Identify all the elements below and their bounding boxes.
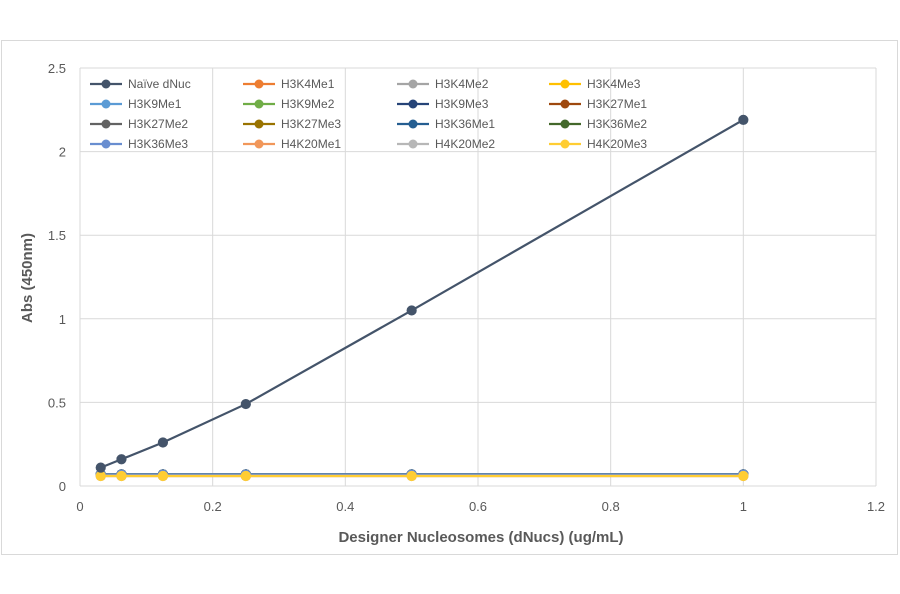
legend-swatch-marker: [408, 99, 418, 109]
legend-label: H3K4Me2: [435, 77, 489, 91]
y-tick-label: 0.5: [48, 395, 66, 410]
y-tick-label: 2.5: [48, 61, 66, 76]
legend-label: H3K4Me1: [281, 77, 335, 91]
legend-entry: H3K36Me2: [549, 117, 647, 131]
legend-label: H3K36Me2: [587, 117, 647, 131]
data-point: [738, 114, 749, 125]
chart-frame: [1, 40, 898, 555]
legend-label: H3K4Me3: [587, 77, 641, 91]
y-axis-title: Abs (450nm): [19, 233, 36, 323]
x-axis-title: Designer Nucleosomes (dNucs) (ug/mL): [338, 529, 623, 546]
data-point: [406, 470, 417, 482]
legend-entry: H3K9Me2: [243, 97, 335, 111]
legend-swatch-marker: [254, 119, 264, 129]
x-tick-label: 0.2: [204, 499, 222, 514]
legend-entry: H3K4Me3: [549, 77, 641, 91]
legend-label: H4K20Me3: [587, 137, 647, 151]
legend: Naïve dNuc H3K4Me1 H3K4Me2 H3K4Me3 H3K9Me1 H3…: [90, 77, 647, 151]
legend-label: H3K36Me1: [435, 117, 495, 131]
series-line: [100, 118, 744, 469]
legend-label: H4K20Me2: [435, 137, 495, 151]
legend-label: Naïve dNuc: [128, 77, 191, 91]
legend-entry: H3K9Me1: [90, 97, 182, 111]
legend-entry: H4K20Me2: [397, 137, 495, 151]
legend-swatch-marker: [254, 79, 264, 89]
data-point: [406, 305, 417, 316]
legend-swatch-marker: [408, 79, 418, 89]
legend-swatch-marker: [254, 139, 264, 149]
legend-entry: H3K36Me3: [90, 137, 188, 151]
x-tick-label: 0.4: [336, 499, 354, 514]
grid: [79, 67, 877, 487]
legend-entry: H3K36Me1: [397, 117, 495, 131]
legend-label: H3K27Me2: [128, 117, 188, 131]
y-tick-label: 2: [59, 145, 66, 160]
x-tick-label: 1.2: [867, 499, 885, 514]
legend-label: H3K9Me2: [281, 97, 335, 111]
legend-entry: H3K4Me2: [397, 77, 489, 91]
legend-swatch-marker: [101, 99, 111, 109]
data-point: [240, 470, 251, 482]
legend-swatch-marker: [560, 139, 570, 149]
x-tick-label: 1: [740, 499, 747, 514]
legend-entry: H3K9Me3: [397, 97, 489, 111]
legend-swatch-marker: [560, 119, 570, 129]
legend-swatch-marker: [408, 139, 418, 149]
x-tick-labels: 0 0.2 0.4 0.6 0.8 1 1.2: [76, 499, 885, 514]
series-na-ve-dnuc: [95, 114, 749, 473]
data-point: [116, 454, 127, 465]
data-point: [240, 398, 251, 410]
legend-label: H3K9Me1: [128, 97, 182, 111]
x-tick-label: 0: [76, 499, 83, 514]
legend-label: H3K9Me3: [435, 97, 489, 111]
legend-swatch-marker: [408, 119, 418, 129]
legend-swatch-marker: [101, 139, 111, 149]
y-tick-label: 1.5: [48, 228, 66, 243]
legend-entry: H3K27Me1: [549, 97, 647, 111]
data-point: [157, 437, 169, 448]
legend-entry: H3K27Me2: [90, 117, 188, 131]
series-group: [95, 114, 749, 482]
legend-label: H3K27Me1: [587, 97, 647, 111]
legend-entry: H4K20Me1: [243, 137, 341, 151]
legend-entry: H3K4Me1: [243, 77, 335, 91]
y-tick-label: 1: [59, 312, 66, 327]
legend-swatch-marker: [560, 99, 570, 109]
y-tick-label: 0: [59, 479, 66, 494]
legend-swatch-marker: [101, 119, 111, 129]
legend-entry: H3K27Me3: [243, 117, 341, 131]
legend-swatch-marker: [560, 79, 570, 89]
legend-label: H3K27Me3: [281, 117, 341, 131]
legend-label: H4K20Me1: [281, 137, 341, 151]
legend-label: H3K36Me3: [128, 137, 188, 151]
x-tick-label: 0.8: [602, 499, 620, 514]
x-tick-label: 0.6: [469, 499, 487, 514]
legend-swatch-marker: [254, 99, 264, 109]
legend-entry: Naïve dNuc: [90, 77, 191, 91]
legend-swatch-marker: [101, 79, 111, 89]
data-point: [95, 462, 106, 473]
data-point: [157, 470, 169, 482]
data-point: [116, 470, 127, 482]
legend-entry: H4K20Me3: [549, 137, 647, 151]
y-tick-labels: 0 0.5 1 1.5 2 2.5: [48, 61, 66, 494]
data-point: [738, 470, 749, 482]
series-h4k20me3: [95, 470, 749, 482]
series-h3k36me3: [95, 469, 749, 480]
